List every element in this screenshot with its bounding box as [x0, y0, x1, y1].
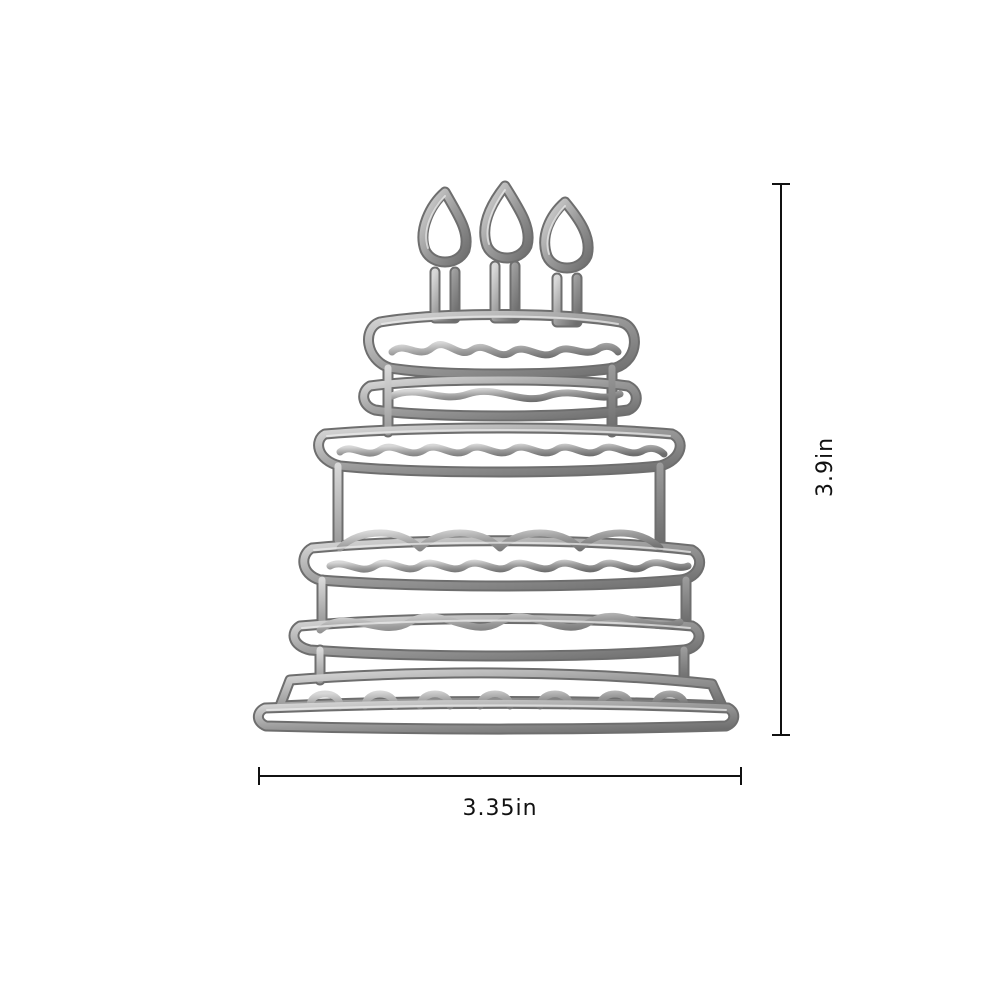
candle-flame: [481, 182, 532, 262]
candle: [553, 274, 581, 326]
height-label: 3.9in: [813, 436, 838, 498]
width-label: 3.35in: [462, 796, 538, 821]
candle-flame: [541, 198, 592, 272]
width-dimension-line: [258, 767, 742, 785]
height-dimension-line: [772, 183, 790, 736]
candle-flame: [419, 188, 470, 266]
cake-die: [252, 180, 740, 735]
cake-plate: [254, 700, 738, 733]
